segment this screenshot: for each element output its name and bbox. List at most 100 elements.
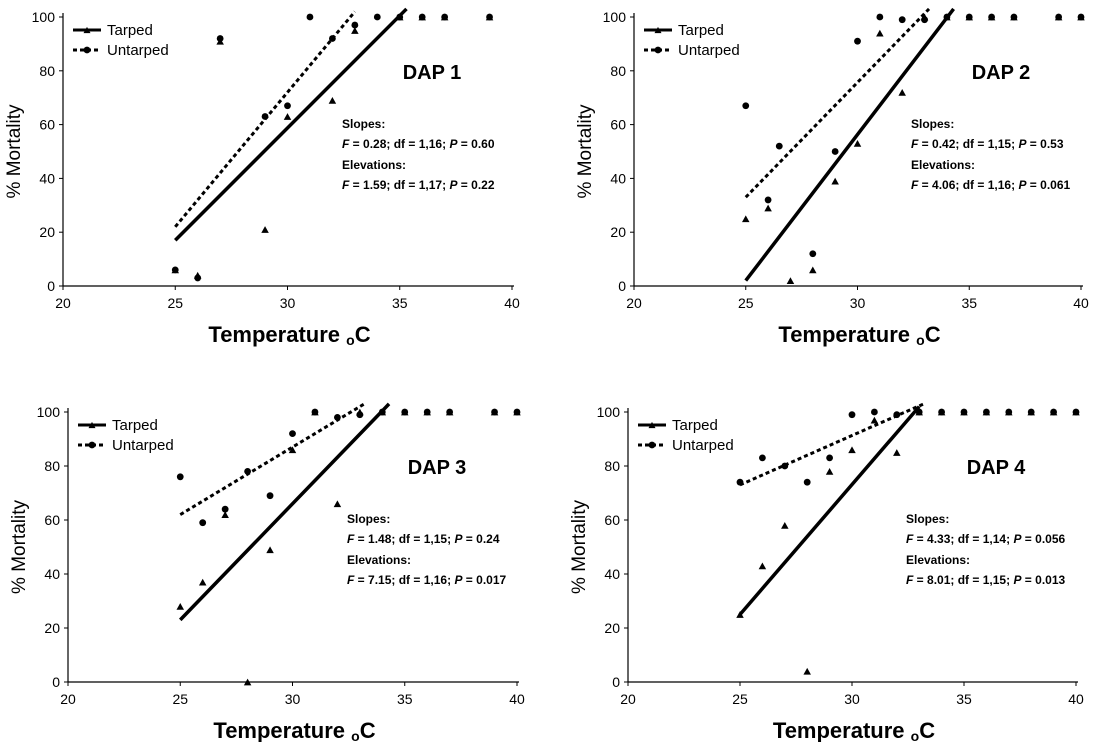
tarped-point (266, 546, 274, 554)
untarped-point (921, 16, 928, 24)
stat-df-key: ; df = (391, 573, 423, 587)
tarped-point (870, 416, 879, 424)
stat-f-symbol: F (342, 137, 350, 151)
legend-untarped-marker (88, 441, 96, 449)
panel-label: DAP 4 (967, 457, 1026, 479)
stats-heading: Elevations: (342, 158, 406, 172)
panel-label: DAP 1 (403, 62, 462, 84)
y-tick-label: 80 (610, 63, 626, 79)
stat-df-key: ; df = (950, 532, 982, 546)
legend-untarped-marker (83, 46, 91, 54)
untarped-point (446, 408, 454, 416)
stat-f-symbol: F (342, 178, 350, 192)
stat-p-value: 0.013 (1035, 573, 1065, 587)
stat-p-symbol: P (1018, 137, 1027, 151)
stat-eq: = (349, 137, 363, 151)
untarped-fit-line (739, 402, 925, 487)
x-axis-label: Temperature oC (208, 322, 370, 348)
tarped-point (803, 667, 811, 675)
x-tick-label: 25 (167, 295, 183, 311)
stat-f-symbol: F (911, 137, 919, 151)
stat-df-value: 1,16 (424, 573, 448, 587)
panel-label: DAP 3 (408, 457, 467, 479)
stat-eq: = (1026, 137, 1040, 151)
stat-p-value: 0.60 (471, 137, 495, 151)
y-tick-label: 20 (604, 620, 620, 636)
x-tick-label: 40 (1073, 295, 1089, 311)
tarped-point (176, 603, 184, 610)
tarped-point (243, 678, 252, 686)
stats-heading: Slopes: (906, 512, 949, 526)
untarped-point (378, 408, 386, 416)
x-tick-label: 35 (397, 691, 413, 707)
tarped-fit-line (174, 7, 408, 242)
stat-eq: = (1026, 178, 1040, 192)
stats-line: F = 4.06; df = 1,16; P = 0.061 (911, 178, 1070, 192)
untarped-point (826, 454, 833, 462)
stats-line: F = 1.59; df = 1,17; P = 0.22 (342, 178, 495, 192)
x-tick-label: 20 (60, 691, 76, 707)
stat-p-value: 0.53 (1040, 137, 1064, 151)
stat-sep: ; (442, 178, 449, 192)
stat-sep: ; (1006, 573, 1013, 587)
stat-eq: = (457, 178, 471, 192)
stat-eq: = (457, 137, 471, 151)
untarped-point (513, 408, 521, 416)
panel-label: DAP 2 (972, 62, 1031, 84)
untarped-point (1055, 13, 1063, 21)
stat-sep: ; (1006, 532, 1013, 546)
legend-tarped-marker (654, 26, 662, 34)
tarped-point (853, 140, 862, 147)
untarped-point (781, 462, 789, 470)
stat-eq: = (462, 573, 476, 587)
y-tick-label: 0 (612, 674, 620, 690)
stat-sep: ; (447, 532, 454, 546)
legend-untarped-marker (648, 441, 656, 449)
stat-df-key: ; df = (950, 573, 982, 587)
untarped-point (1077, 13, 1085, 21)
untarped-point (1050, 408, 1057, 416)
untarped-point (491, 408, 498, 416)
untarped-point (418, 13, 426, 21)
untarped-point (960, 408, 968, 416)
y-tick-label: 40 (610, 170, 626, 186)
x-axis-label: Temperature oC (778, 322, 940, 348)
stat-sep: ; (442, 137, 449, 151)
tarped-fit-line (178, 402, 391, 622)
untarped-point (775, 142, 783, 150)
stat-eq: = (354, 573, 368, 587)
stat-df-key: ; df = (955, 137, 987, 151)
stats-line: F = 1.48; df = 1,15; P = 0.24 (347, 532, 500, 546)
stat-eq: = (1021, 573, 1035, 587)
tarped-fit-line (738, 405, 921, 616)
stat-f-value: 4.06 (932, 178, 956, 192)
stat-p-symbol: P (449, 137, 458, 151)
stat-p-symbol: P (1018, 178, 1027, 192)
stat-eq: = (918, 178, 932, 192)
untarped-point (915, 408, 923, 416)
untarped-point (351, 21, 359, 29)
y-tick-label: 0 (52, 674, 60, 690)
untarped-point (176, 473, 184, 481)
stats-line: F = 0.28; df = 1,16; P = 0.60 (342, 137, 495, 151)
untarped-point (848, 411, 856, 419)
untarped-point (244, 468, 252, 475)
untarped-point (943, 13, 951, 21)
stat-df-value: 1,15 (988, 137, 1012, 151)
untarped-point (266, 492, 274, 500)
tarped-point (261, 226, 269, 233)
untarped-point (221, 505, 229, 513)
x-tick-label: 30 (280, 295, 296, 311)
stat-eq: = (349, 178, 363, 192)
legend-tarped-label: Tarped (678, 22, 724, 39)
untarped-point (831, 148, 839, 155)
stats-heading: Elevations: (911, 158, 975, 172)
tarped-point (221, 511, 229, 518)
x-tick-label: 20 (55, 295, 71, 311)
stat-p-value: 0.22 (471, 178, 495, 192)
x-tick-label: 35 (392, 295, 408, 311)
